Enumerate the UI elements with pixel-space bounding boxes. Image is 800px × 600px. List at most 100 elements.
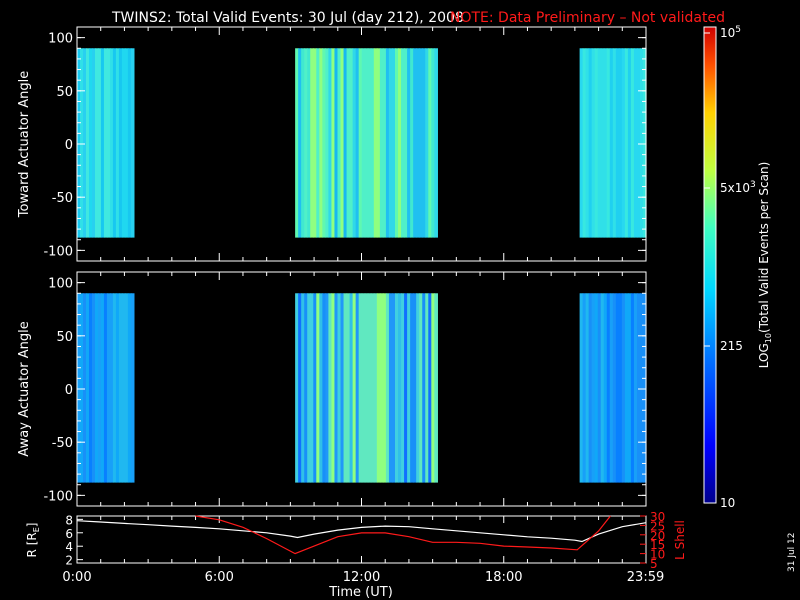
heatmap-column xyxy=(313,293,317,483)
heatmap-column xyxy=(79,293,84,483)
heatmap-column xyxy=(385,48,390,238)
heatmap-column xyxy=(394,293,399,483)
heatmap-column xyxy=(349,293,354,483)
heatmap-column xyxy=(600,48,605,238)
heatmap-column xyxy=(118,48,123,238)
heatmap-column xyxy=(77,293,81,483)
heatmap-column xyxy=(340,293,345,483)
heatmap-column xyxy=(355,48,360,238)
heatmap-column xyxy=(413,293,417,483)
heatmap-column xyxy=(85,48,90,238)
heatmap-column xyxy=(127,293,132,483)
heatmap-column xyxy=(130,293,135,483)
heatmap-column xyxy=(85,293,90,483)
heatmap-column xyxy=(307,293,311,483)
heatmap-column xyxy=(428,48,432,238)
away-ticks: 100 50 0 -50 -100 xyxy=(43,272,647,506)
heatmap-column xyxy=(382,48,387,238)
heatmap-column xyxy=(121,293,126,483)
toward-heatmap xyxy=(77,48,647,238)
heatmap-column xyxy=(404,48,408,238)
heatmap-column xyxy=(88,293,93,483)
away-heatmap xyxy=(77,293,647,483)
heatmap-column xyxy=(428,293,432,483)
heatmap-column xyxy=(594,293,599,483)
heatmap-column xyxy=(416,293,420,483)
heatmap-column xyxy=(361,48,366,238)
xtick-label: 0:00 xyxy=(62,570,91,585)
heatmap-column xyxy=(316,293,320,483)
heatmap-column xyxy=(585,293,590,483)
heatmap-column xyxy=(591,48,596,238)
heatmap-column xyxy=(398,293,402,483)
heatmap-column xyxy=(97,48,102,238)
heatmap-column xyxy=(633,293,638,483)
heatmap-column xyxy=(391,293,396,483)
heatmap-column xyxy=(431,48,435,238)
xtick-label: 23:59 xyxy=(627,570,664,585)
heatmap-column xyxy=(419,293,423,483)
preliminary-note: NOTE: Data Preliminary – Not validated xyxy=(450,10,725,26)
colorbar-tick-label: 5x103 xyxy=(720,180,756,195)
heatmap-column xyxy=(624,293,629,483)
heatmap-column xyxy=(579,293,584,483)
heatmap-column xyxy=(79,48,84,238)
heatmap-column xyxy=(298,293,302,483)
heatmap-column xyxy=(404,293,408,483)
heatmap-column xyxy=(343,293,348,483)
heatmap-column xyxy=(124,293,129,483)
heatmap-column xyxy=(624,48,629,238)
heatmap-column xyxy=(388,293,393,483)
heatmap-column xyxy=(434,293,438,483)
heatmap-column xyxy=(597,293,602,483)
right-ytick-label: 5 xyxy=(650,557,658,571)
heatmap-column xyxy=(322,293,326,483)
heatmap-column xyxy=(600,293,605,483)
heatmap-column xyxy=(416,48,420,238)
heatmap-column xyxy=(639,48,644,238)
heatmap-column xyxy=(434,48,438,238)
heatmap-column xyxy=(373,293,378,483)
heatmap-column xyxy=(109,293,114,483)
heatmap-column xyxy=(364,48,369,238)
heatmap-column xyxy=(367,293,372,483)
heatmap-column xyxy=(100,48,105,238)
heatmap-column xyxy=(358,293,363,483)
date-stamp: 31 Jul 12 xyxy=(787,533,797,573)
heatmap-column xyxy=(425,48,429,238)
heatmap-column xyxy=(301,293,305,483)
heatmap-column xyxy=(103,48,108,238)
orbit-lines xyxy=(76,515,647,555)
heatmap-column xyxy=(615,293,620,483)
left-ytick-label: 6 xyxy=(65,527,73,541)
colorbar-tick-label: 10 xyxy=(720,496,735,510)
heatmap-column xyxy=(431,293,435,483)
heatmap-column xyxy=(609,48,614,238)
heatmap-column xyxy=(376,293,381,483)
heatmap-column xyxy=(82,293,87,483)
heatmap-column xyxy=(382,293,387,483)
heatmap-column xyxy=(379,293,384,483)
heatmap-column xyxy=(319,48,323,238)
heatmap-column xyxy=(618,293,623,483)
heatmap-column xyxy=(325,293,330,483)
heatmap-column xyxy=(630,293,635,483)
heatmap-column xyxy=(627,293,632,483)
away-ylabel: Away Actuator Angle xyxy=(17,321,32,456)
orbit-right-ylabel: L Shell xyxy=(673,520,687,560)
heatmap-column xyxy=(394,48,399,238)
heatmap-column xyxy=(97,293,102,483)
heatmap-column xyxy=(603,48,608,238)
heatmap-column xyxy=(112,48,117,238)
colorbar: 105 5x103 215 10 LOG10(Total Valid Events p… xyxy=(703,25,773,510)
heatmap-column xyxy=(603,293,608,483)
heatmap-column xyxy=(627,48,632,238)
right-ytick-label: 20 xyxy=(650,529,665,543)
heatmap-column xyxy=(358,48,363,238)
heatmap-column xyxy=(588,293,593,483)
heatmap-column xyxy=(100,293,105,483)
heatmap-column xyxy=(579,48,584,238)
heatmap-column xyxy=(307,48,311,238)
heatmap-column xyxy=(334,293,339,483)
